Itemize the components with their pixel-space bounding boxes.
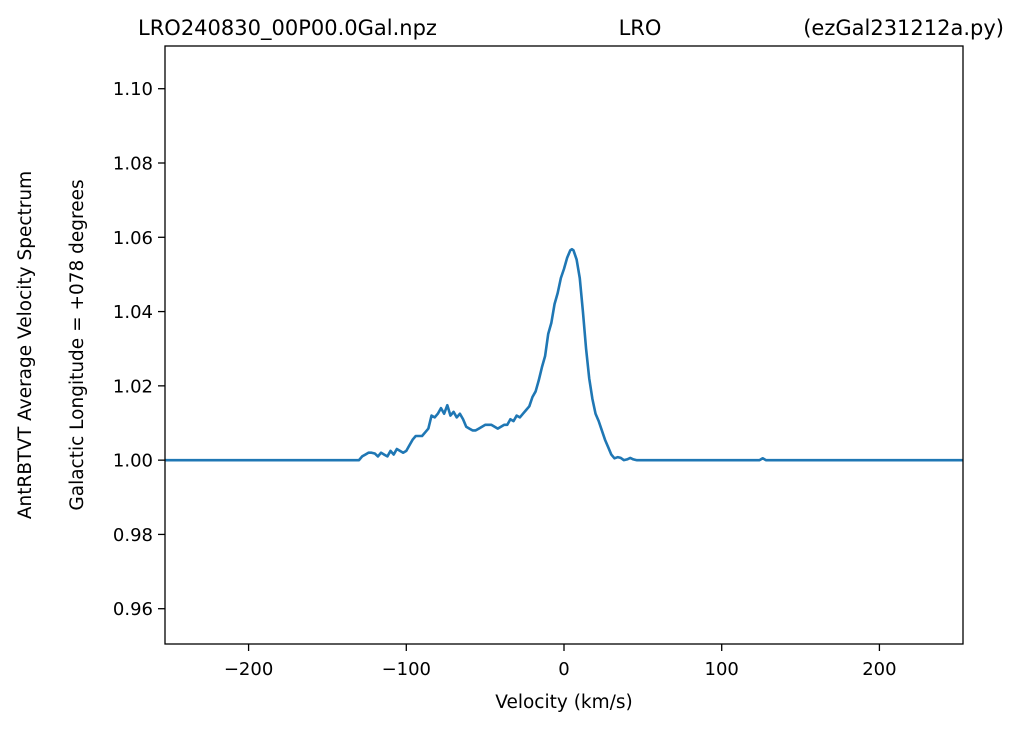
y-axis-label-inner: Galactic Longitude = +078 degrees bbox=[67, 179, 88, 510]
title-filename: LRO240830_00P00.0Gal.npz bbox=[138, 16, 437, 41]
y-tick-label: 0.96 bbox=[113, 599, 153, 620]
x-tick-label: −200 bbox=[224, 659, 273, 680]
x-axis-ticks: −200 −100 0 100 200 bbox=[224, 644, 897, 680]
y-tick-label: 1.00 bbox=[113, 451, 153, 472]
y-axis-label-outer: AntRBTVT Average Velocity Spectrum bbox=[15, 171, 36, 519]
x-tick-label: 0 bbox=[558, 659, 569, 680]
x-tick-label: 100 bbox=[705, 659, 739, 680]
chart-title: LRO240830_00P00.0Gal.npz LRO (ezGal23121… bbox=[138, 16, 1004, 41]
x-tick-label: −100 bbox=[382, 659, 431, 680]
y-tick-label: 1.06 bbox=[113, 228, 153, 249]
y-axis-ticks: 0.96 0.98 1.00 1.02 1.04 1.06 1.08 1.10 bbox=[113, 79, 165, 620]
y-tick-label: 1.02 bbox=[113, 376, 153, 397]
y-tick-label: 0.98 bbox=[113, 525, 153, 546]
y-tick-label: 1.08 bbox=[113, 154, 153, 175]
y-tick-label: 1.10 bbox=[113, 79, 153, 100]
plot-frame bbox=[164, 45, 964, 645]
y-tick-label: 1.04 bbox=[113, 302, 153, 323]
spectrum-line bbox=[165, 247, 963, 462]
x-axis-label: Velocity (km/s) bbox=[495, 692, 633, 713]
title-observatory: LRO bbox=[619, 16, 662, 40]
x-tick-label: 200 bbox=[862, 659, 896, 680]
title-script: (ezGal231212a.py) bbox=[803, 16, 1004, 40]
